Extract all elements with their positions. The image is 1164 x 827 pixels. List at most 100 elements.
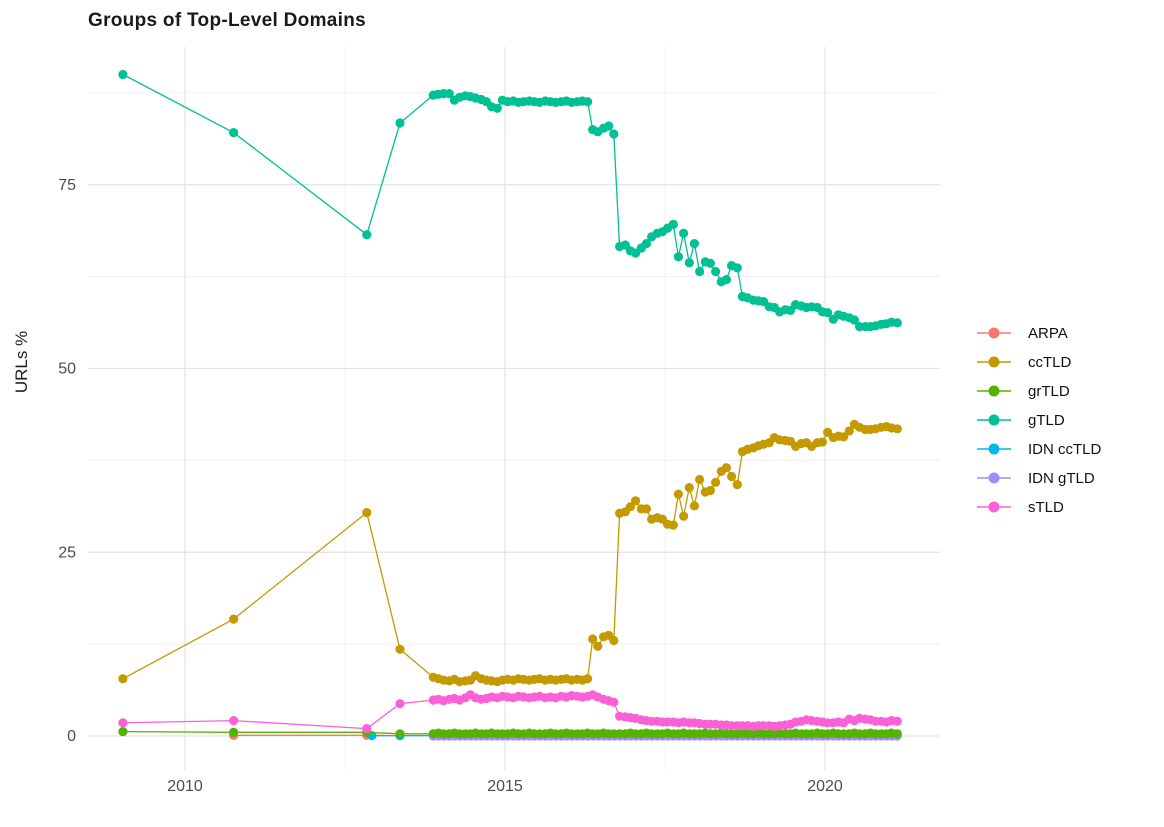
series-cctld-point xyxy=(817,437,828,447)
series-grtld-point xyxy=(892,729,902,739)
series-gtld-point xyxy=(444,89,454,99)
series-gtld-point xyxy=(641,239,652,249)
gridlines xyxy=(88,47,940,770)
series-gtld-point xyxy=(668,219,678,229)
series-gtld-point xyxy=(823,308,833,318)
series-stld-point xyxy=(362,724,372,734)
legend-item-grtld: grTLD xyxy=(977,383,1070,400)
series-cctld-point xyxy=(721,463,732,473)
legend-key-dot xyxy=(988,356,1000,368)
legend-item-idn-cctld: IDN ccTLD xyxy=(977,441,1102,458)
series-cctld-point xyxy=(892,424,902,434)
series-cctld-line xyxy=(122,423,898,683)
legend-item-idn-gtld: IDN gTLD xyxy=(977,470,1095,487)
series-cctld-point xyxy=(625,502,636,512)
series-gtld-point xyxy=(721,275,732,285)
series-gtld xyxy=(118,69,902,332)
series-gtld-point xyxy=(695,266,705,277)
series-grtld-point xyxy=(395,729,405,739)
series-cctld-point xyxy=(362,507,372,518)
series-cctld-point xyxy=(705,485,716,496)
legend-label: gTLD xyxy=(1028,412,1065,429)
series-stld-point xyxy=(395,699,405,709)
legend-item-stld: sTLD xyxy=(977,499,1064,516)
series-stld-point xyxy=(118,718,128,728)
series-gtld-point xyxy=(705,258,716,268)
series-cctld-point xyxy=(679,511,689,521)
axis-tick-labels: 0 25 50 75 2010 2015 2020 xyxy=(58,177,843,795)
legend-label: ccTLD xyxy=(1028,354,1072,371)
series-gtld-point xyxy=(711,266,721,277)
series-gtld-point xyxy=(395,118,405,128)
series-gtld-point xyxy=(118,69,128,80)
series-stld-point xyxy=(229,716,239,726)
legend-key-dot xyxy=(988,327,1000,339)
series-gtld-point xyxy=(362,230,372,240)
y-tick-label: 75 xyxy=(58,177,76,194)
series-cctld-point xyxy=(689,501,700,511)
legend-label: IDN gTLD xyxy=(1028,470,1095,487)
series-gtld-point xyxy=(492,103,502,113)
x-tick-label: 2015 xyxy=(487,778,523,795)
series-cctld-point xyxy=(229,614,239,624)
series-gtld-point xyxy=(892,318,902,328)
series-cctld-point xyxy=(732,480,742,490)
y-axis-title: URLs % xyxy=(12,331,31,393)
series-gtld-point xyxy=(229,128,239,138)
series-grtld-point xyxy=(229,727,239,737)
series-gtld-point xyxy=(604,121,614,131)
series-gtld-point xyxy=(689,239,700,249)
y-tick-label: 25 xyxy=(58,544,76,561)
series-cctld-point xyxy=(583,674,593,684)
legend-label: grTLD xyxy=(1028,383,1070,400)
series-gtld-point xyxy=(673,252,684,262)
legend-label: sTLD xyxy=(1028,499,1064,516)
y-tick-label: 0 xyxy=(67,728,76,745)
series-grtld-point xyxy=(118,727,128,737)
series-cctld-point xyxy=(593,641,603,651)
legend: ARPA ccTLD grTLD gTLD IDN ccTLD IDN gTLD sTLD xyxy=(977,325,1102,516)
series-cctld-point xyxy=(673,489,684,499)
series-cctld-point xyxy=(727,471,737,482)
x-tick-label: 2020 xyxy=(807,778,843,795)
legend-label: ARPA xyxy=(1028,325,1068,342)
series-stld xyxy=(118,690,902,734)
series-gtld-point xyxy=(583,97,593,107)
series-stld-point xyxy=(892,716,902,726)
series-cctld-point xyxy=(839,432,849,442)
series-cctld-point xyxy=(684,483,694,493)
y-tick-label: 50 xyxy=(58,361,76,378)
series-grtld xyxy=(118,727,902,739)
legend-item-cctld: ccTLD xyxy=(977,354,1072,371)
series-gtld-point xyxy=(684,258,694,268)
legend-key-dot xyxy=(988,443,1000,455)
x-tick-label: 2010 xyxy=(167,778,203,795)
series-cctld-point xyxy=(395,644,405,654)
series-cctld-point xyxy=(695,474,705,485)
legend-label: IDN ccTLD xyxy=(1028,441,1102,458)
series-cctld-point xyxy=(711,477,721,487)
series-gtld-line xyxy=(122,73,898,328)
legend-item-arpa: ARPA xyxy=(977,325,1068,342)
legend-key-dot xyxy=(988,414,1000,426)
series-gtld-point xyxy=(609,129,619,139)
legend-key-dot xyxy=(988,501,1000,513)
series-cctld-point xyxy=(668,520,678,530)
series-cctld-point xyxy=(588,634,598,644)
series-cctld-point xyxy=(641,504,652,514)
series-gtld-point xyxy=(679,228,689,238)
chart-title: Groups of Top-Level Domains xyxy=(88,10,366,31)
data-series xyxy=(118,69,902,741)
series-gtld-point xyxy=(849,315,860,325)
series-cctld xyxy=(118,419,902,687)
series-cctld-point xyxy=(118,674,128,684)
series-cctld-point xyxy=(609,635,619,646)
series-cctld-point xyxy=(844,426,854,436)
legend-item-gtld: gTLD xyxy=(977,412,1065,429)
series-gtld-point xyxy=(732,263,742,273)
series-cctld-point xyxy=(631,496,641,506)
series-stld-point xyxy=(609,697,619,707)
legend-key-dot xyxy=(988,472,1000,484)
